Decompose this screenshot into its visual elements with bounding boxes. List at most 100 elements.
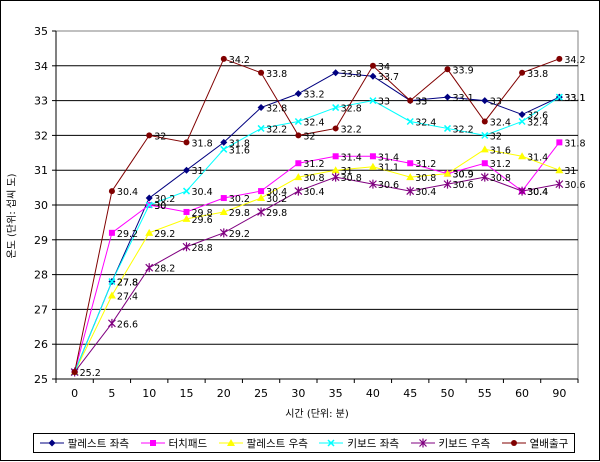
data-point — [406, 117, 414, 126]
data-label: 31 — [564, 166, 576, 177]
data-label: 30.4 — [527, 187, 548, 198]
legend-swatch — [39, 439, 64, 447]
x-tick-label: 45 — [403, 387, 417, 400]
data-label: 32.4 — [527, 117, 548, 128]
data-label: 32.4 — [303, 117, 324, 128]
data-point — [183, 139, 190, 146]
data-point — [556, 55, 563, 62]
data-point — [258, 188, 265, 195]
data-point — [480, 145, 489, 153]
data-label: 30.2 — [154, 194, 175, 205]
data-label: 30.4 — [415, 187, 436, 198]
legend: 팔레스트 좌측 터치패드 팔레스트 우측 키보드 좌측 키보드 우측 열배출구 — [33, 433, 575, 453]
data-point — [294, 90, 302, 98]
data-point — [369, 179, 377, 189]
data-point — [294, 117, 302, 126]
x-tick-label: 25 — [254, 387, 268, 400]
data-label: 30.4 — [266, 187, 287, 198]
data-label: 28.8 — [192, 243, 213, 254]
y-tick-label: 31 — [34, 164, 48, 177]
data-point — [555, 179, 564, 189]
data-label: 30.6 — [453, 180, 474, 191]
data-label: 29.8 — [229, 208, 250, 219]
legend-item: 열배출구 — [501, 436, 568, 451]
data-label: 32.2 — [341, 124, 362, 135]
data-label: 27.4 — [117, 291, 138, 302]
data-point — [257, 104, 265, 112]
series-line-3 — [74, 96, 560, 373]
data-point — [332, 125, 339, 132]
data-label: 32.8 — [266, 104, 287, 115]
data-point — [145, 201, 153, 209]
y-tick-label: 34 — [34, 60, 48, 73]
data-point — [519, 69, 526, 76]
data-label: 33 — [415, 97, 427, 108]
data-label: 31.8 — [192, 138, 213, 149]
x-axis-title: 시간 (단위: 분) — [285, 407, 349, 420]
data-label: 30.4 — [192, 187, 213, 198]
data-point — [555, 166, 564, 174]
data-point — [518, 186, 526, 196]
data-point — [407, 160, 414, 167]
data-point — [257, 207, 265, 217]
y-tick-label: 26 — [34, 338, 48, 351]
data-label: 30.8 — [415, 173, 436, 184]
data-point — [369, 153, 376, 160]
data-point — [183, 208, 190, 215]
data-point — [481, 97, 489, 105]
x-tick-label: 20 — [217, 387, 231, 400]
data-label: 33 — [415, 97, 427, 108]
data-label: 33.8 — [527, 69, 548, 80]
x-tick-label: 35 — [329, 387, 343, 400]
data-label: 31.4 — [341, 152, 362, 163]
data-label: 33.1 — [564, 93, 585, 104]
y-tick-label: 28 — [34, 269, 48, 282]
data-point — [443, 179, 452, 189]
y-tick-label: 33 — [34, 95, 48, 108]
data-point — [368, 162, 377, 170]
data-label: 30.8 — [490, 173, 511, 184]
data-point — [108, 188, 115, 195]
data-point — [294, 173, 303, 181]
y-axis-title: 온도 (단위: 섭씨 도) — [5, 173, 18, 258]
legend-marker — [418, 438, 427, 448]
data-label: 33.7 — [378, 72, 399, 83]
legend-item: 키보드 우측 — [410, 436, 491, 451]
x-tick-label: 50 — [441, 387, 455, 400]
data-point — [257, 194, 266, 202]
data-point — [407, 97, 414, 104]
data-label: 31.4 — [527, 152, 548, 163]
x-tick-label: 40 — [366, 387, 380, 400]
legend-marker — [327, 439, 335, 447]
legend-marker — [48, 439, 56, 447]
series-line-4 — [74, 176, 560, 373]
y-tick-label: 27 — [34, 303, 48, 316]
data-point — [332, 104, 340, 112]
data-point — [444, 93, 451, 101]
data-label: 27.8 — [117, 278, 138, 289]
data-label: 33 — [378, 97, 390, 108]
data-point — [406, 186, 415, 196]
data-label: 33.8 — [341, 69, 362, 80]
data-point — [108, 229, 115, 236]
data-point — [108, 278, 116, 286]
data-label: 31.2 — [415, 159, 436, 170]
legend-label: 키보드 우측 — [438, 437, 491, 450]
data-point — [555, 93, 563, 101]
data-point — [145, 194, 153, 202]
x-tick-label: 90 — [552, 387, 566, 400]
data-label: 30.6 — [564, 180, 585, 191]
data-label: 30 — [154, 201, 166, 212]
data-point — [220, 138, 228, 146]
data-point — [182, 187, 191, 195]
data-label: 26.6 — [117, 319, 138, 330]
legend-swatch — [218, 439, 243, 446]
legend-swatch — [140, 440, 165, 446]
legend-item: 팔레스트 좌측 — [39, 436, 129, 451]
data-point — [258, 69, 265, 76]
data-point — [331, 172, 340, 182]
x-tick-label: 15 — [180, 387, 194, 400]
data-label: 28.2 — [154, 264, 175, 275]
data-point — [183, 166, 190, 174]
